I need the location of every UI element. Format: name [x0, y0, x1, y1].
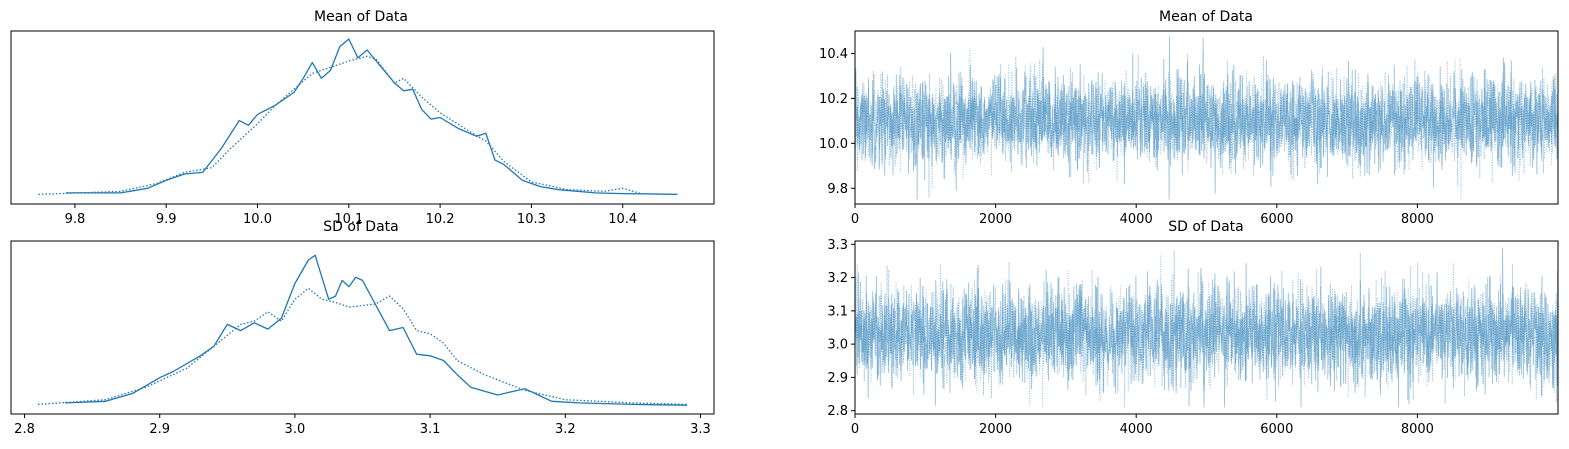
x-tick-label: 9.9 [156, 212, 177, 227]
y-tick-label: 9.8 [827, 182, 848, 197]
chart-title: SD of Data [323, 219, 399, 235]
x-tick-label: 0 [851, 422, 859, 437]
x-tick-label: 2.8 [14, 422, 35, 437]
x-tick-label: 9.8 [65, 212, 86, 227]
y-tick-label: 10.2 [819, 92, 848, 107]
x-tick-label: 8000 [1401, 212, 1434, 227]
y-tick-label: 2.8 [827, 404, 848, 419]
panel-mean-trace: 9.8 10.0 10.2 10.4 0 2000 4000 6000 8000 Mean of … [819, 9, 1559, 227]
x-tick-label: 3.0 [285, 422, 306, 437]
axes-frame [10, 240, 715, 415]
y-tick-label: 10.0 [819, 137, 848, 152]
axes-frame [10, 30, 715, 205]
y-tick-label: 3.2 [827, 271, 848, 286]
trace-line-solid [854, 247, 1559, 408]
x-tick-label: 2000 [979, 212, 1012, 227]
panel-sd-kde: 2.8 2.9 3.0 3.1 3.2 3.3 SD of Data [10, 219, 715, 437]
trace-line-solid [854, 35, 1559, 200]
trace-line-dotted [854, 250, 1559, 408]
y-tick-label: 10.4 [819, 47, 848, 62]
x-tick-label: 0 [851, 212, 859, 227]
x-tick-label: 6000 [1260, 422, 1293, 437]
x-tick-label: 2.9 [149, 422, 170, 437]
kde-line-solid [65, 38, 678, 196]
x-tick-label: 4000 [1120, 212, 1153, 227]
x-tick-label: 3.1 [420, 422, 441, 437]
x-tick-label: 3.3 [690, 422, 711, 437]
kde-line-dotted [38, 55, 678, 196]
kde-line-dotted [37, 287, 688, 406]
x-tick-label: 4000 [1120, 422, 1153, 437]
y-tick-label: 3.1 [827, 304, 848, 319]
x-tick-label: 10.4 [608, 212, 637, 227]
y-tick-label: 3.3 [827, 238, 848, 253]
x-tick-label: 3.2 [555, 422, 576, 437]
x-tick-label: 8000 [1401, 422, 1434, 437]
chart-title: Mean of Data [1159, 9, 1253, 25]
x-tick-label: 10.1 [334, 212, 363, 227]
x-tick-label: 6000 [1260, 212, 1293, 227]
y-tick-label: 3.0 [827, 338, 848, 353]
x-tick-label: 10.3 [517, 212, 546, 227]
panel-mean-kde: 9.8 9.9 10.0 10.1 10.2 10.3 10.4 Mean of Data [10, 9, 715, 227]
x-tick-label: 2000 [979, 422, 1012, 437]
trace-line-dotted [854, 47, 1559, 200]
x-tick-label: 10.2 [426, 212, 455, 227]
panel-sd-trace: 2.8 2.9 3.0 3.1 3.2 3.3 0 2000 4000 6000 8000 SD of… [827, 219, 1559, 437]
chart-title: SD of Data [1168, 219, 1244, 235]
axes-frame [854, 240, 1559, 415]
y-tick-label: 2.9 [827, 371, 848, 386]
axes-frame [854, 30, 1559, 205]
chart-title: Mean of Data [314, 9, 408, 25]
x-tick-label: 10.0 [243, 212, 272, 227]
kde-line-solid [65, 254, 688, 406]
